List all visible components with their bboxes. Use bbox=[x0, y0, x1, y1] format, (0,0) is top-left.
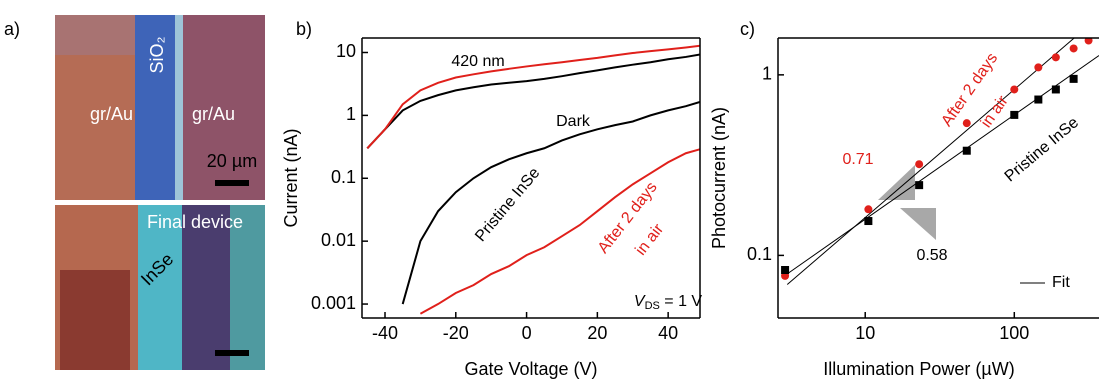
point bbox=[864, 205, 873, 214]
x-axis-label: Illumination Power (µW) bbox=[823, 359, 1014, 379]
fit-line bbox=[786, 55, 1099, 275]
point bbox=[864, 217, 873, 226]
point bbox=[1051, 85, 1060, 94]
panel-label: b) bbox=[296, 19, 312, 39]
y-tick-label: 10 bbox=[336, 41, 356, 61]
x-tick-label: 40 bbox=[658, 323, 678, 343]
curve bbox=[401, 100, 700, 305]
point bbox=[781, 266, 790, 275]
x-tick-label: 10 bbox=[855, 323, 875, 343]
y-tick-label: 0.1 bbox=[331, 167, 356, 187]
x-tick-label: 0 bbox=[522, 323, 532, 343]
slope-triangle bbox=[900, 208, 936, 240]
scale-bar-label: 20 µm bbox=[207, 151, 257, 171]
curve bbox=[366, 44, 700, 149]
point bbox=[1010, 85, 1019, 94]
micrograph-label: SiO₂ bbox=[147, 36, 167, 73]
x-axis-label: Gate Voltage (V) bbox=[464, 359, 597, 379]
micrograph-bottom: Final device InSe bbox=[55, 205, 265, 370]
point bbox=[1069, 74, 1078, 83]
panel-label: a) bbox=[4, 19, 20, 39]
point bbox=[962, 146, 971, 155]
condition-part: DS bbox=[645, 300, 660, 312]
micrograph-label: Final device bbox=[147, 212, 243, 232]
annotation: 420 nm bbox=[451, 53, 504, 70]
x-tick-label: -20 bbox=[443, 323, 469, 343]
slope-triangle bbox=[878, 165, 915, 200]
condition-label: VDS = 1 V bbox=[634, 293, 703, 312]
x-tick-label: -40 bbox=[372, 323, 398, 343]
legend-label: Fit bbox=[1052, 274, 1070, 291]
point bbox=[1069, 44, 1078, 53]
plot-area bbox=[781, 38, 1099, 285]
annotation: Pristine InSe bbox=[1002, 114, 1083, 185]
annotation: 0.71 bbox=[842, 151, 873, 168]
plot-area bbox=[366, 44, 700, 315]
micrograph-label: gr/Au bbox=[192, 104, 235, 124]
point bbox=[1034, 63, 1043, 72]
y-axis-label: Photocurrent (nA) bbox=[709, 107, 729, 249]
y-tick-label: 0.01 bbox=[321, 230, 356, 250]
condition-part: V bbox=[634, 293, 646, 310]
condition-part: = 1 V bbox=[660, 293, 703, 310]
curve bbox=[419, 148, 700, 315]
x-tick-label: 20 bbox=[587, 323, 607, 343]
y-tick-label: 1 bbox=[346, 104, 356, 124]
y-tick-label: 0.1 bbox=[747, 244, 772, 264]
annotation: in air bbox=[632, 220, 667, 258]
micrograph-top: gr/Au SiO₂ gr/Au 20 µm bbox=[55, 15, 265, 200]
point bbox=[1034, 95, 1043, 104]
point bbox=[1010, 110, 1019, 119]
annotation: 0.58 bbox=[916, 247, 947, 264]
point bbox=[915, 160, 924, 169]
point bbox=[1084, 38, 1093, 45]
y-axis-label: Current (nA) bbox=[281, 128, 301, 227]
micrograph-label: gr/Au bbox=[90, 104, 133, 124]
curve bbox=[366, 53, 700, 149]
y-tick-label: 0.001 bbox=[311, 293, 356, 313]
fit-line bbox=[786, 38, 1075, 285]
point bbox=[915, 181, 924, 190]
y-tick-label: 1 bbox=[762, 64, 772, 84]
point bbox=[962, 119, 971, 128]
annotation: Dark bbox=[556, 113, 591, 130]
annotation: in air bbox=[978, 92, 1012, 131]
panel-label: c) bbox=[740, 19, 755, 39]
point bbox=[1051, 53, 1060, 62]
x-tick-label: 100 bbox=[999, 323, 1029, 343]
annotation: Pristine InSe bbox=[472, 165, 543, 246]
